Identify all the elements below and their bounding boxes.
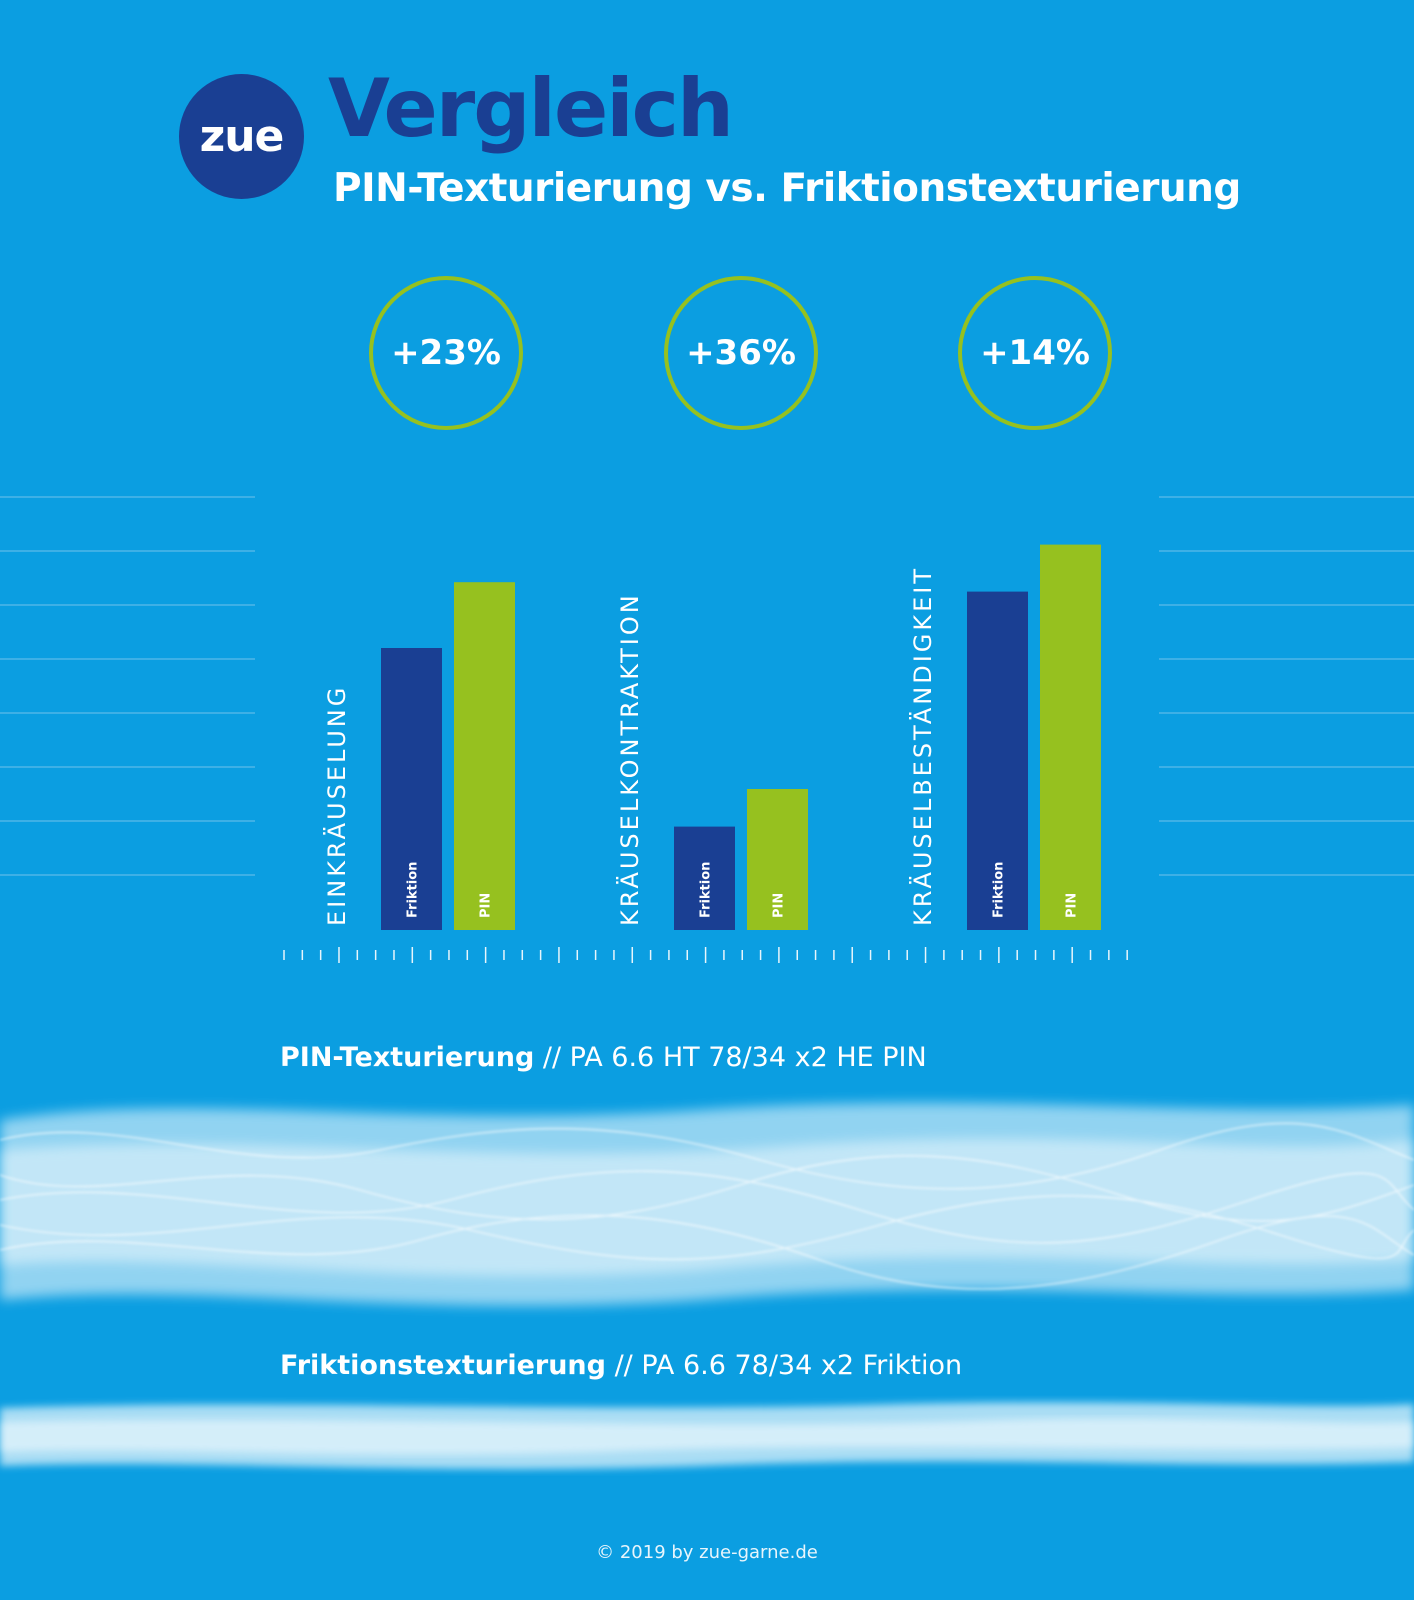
badge-kraeuselkontraktion: +36%: [664, 276, 818, 430]
badge-einkraeuselung: +23%: [369, 276, 523, 430]
bar-label-pin: PIN: [479, 893, 494, 918]
bar-friktion: [674, 826, 735, 930]
category-label: EINKRÄUSELUNG: [322, 685, 351, 926]
pin-yarn-image: [0, 1102, 1414, 1306]
bar-label-pin: PIN: [1065, 893, 1080, 918]
bar-label-friktion: Friktion: [699, 862, 714, 918]
caption-pin-rest: // PA 6.6 HT 78/34 x2 HE PIN: [534, 1042, 927, 1073]
bar-pin: [454, 582, 515, 930]
bar-friktion: [381, 648, 442, 930]
bar-label-friktion: Friktion: [992, 862, 1007, 918]
bar-label-pin: PIN: [772, 893, 787, 918]
bar-friktion: [967, 591, 1028, 930]
caption-pin: PIN-Texturierung // PA 6.6 HT 78/34 x2 H…: [280, 1042, 927, 1073]
badge-kraeuselbestaendigkeit: +14%: [958, 276, 1112, 430]
category-label: KRÄUSELBESTÄNDIGKEIT: [908, 566, 937, 926]
caption-friktion: Friktionstexturierung // PA 6.6 78/34 x2…: [280, 1350, 962, 1381]
caption-friktion-rest: // PA 6.6 78/34 x2 Friktion: [605, 1350, 963, 1381]
page-title: Vergleich: [328, 62, 734, 155]
zue-logo: zue: [179, 74, 304, 199]
bar-label-friktion: Friktion: [406, 862, 421, 918]
copyright: © 2019 by zue-garne.de: [596, 1542, 818, 1563]
friktion-yarn-image: [0, 1402, 1414, 1470]
bar-chart: EINKRÄUSELUNG Friktion PIN KRÄUSELKONTRAKTI…: [0, 496, 1414, 963]
page-subtitle: PIN-Texturierung vs. Friktionstexturieru…: [333, 166, 1241, 211]
caption-friktion-bold: Friktionstexturierung: [280, 1350, 606, 1381]
bar-pin: [1040, 544, 1101, 930]
bar-pin: [747, 789, 808, 930]
category-label: KRÄUSELKONTRAKTION: [615, 592, 644, 926]
caption-pin-bold: PIN-Texturierung: [280, 1042, 535, 1073]
logo-text: zue: [199, 111, 285, 162]
